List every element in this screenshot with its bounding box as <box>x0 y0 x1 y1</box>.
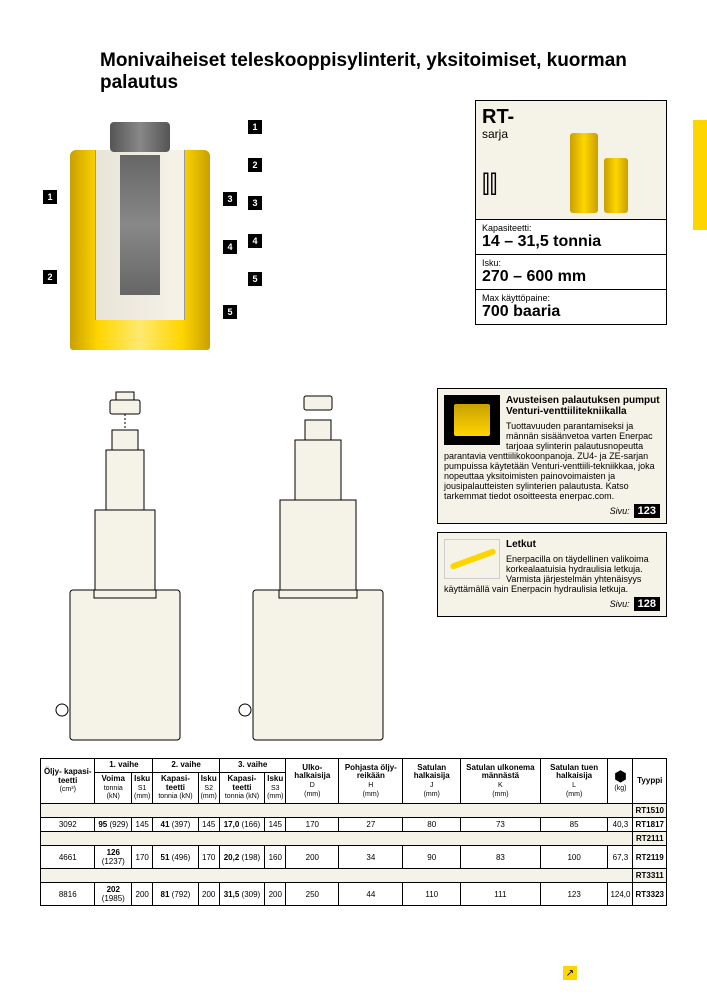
th-l: L <box>572 782 576 789</box>
th-d: D <box>310 782 315 789</box>
th-sd: Satulan halkaisija <box>414 763 450 781</box>
th-oil2: Pohjasta öljy- reikään <box>345 763 397 781</box>
spec-label-1: Isku: <box>482 258 660 268</box>
th-str3: Isku <box>267 774 283 783</box>
th-fu: tonnia (kN) <box>104 785 123 801</box>
legend-2: 2 <box>248 158 262 172</box>
th-cap3: Kapasi- teetti <box>228 774 257 792</box>
spec-val-1: 270 – 600 mm <box>482 268 660 286</box>
series-sub: sarja <box>482 127 537 141</box>
table-row: 309295 (929)14541 (397)14517,0 (166)1451… <box>41 818 667 832</box>
callout-4a: 4 <box>223 240 237 254</box>
th-se: Satulan ulkonema männästä <box>466 763 534 781</box>
th-s1: S1 <box>138 785 147 792</box>
th-s1u: (mm) <box>134 793 150 800</box>
table-row: RT1510 <box>41 804 667 818</box>
spec-panel: RT- sarja ⫿⫿ Kapasiteetti:14 – 31,5 tonn… <box>475 100 667 325</box>
page-title: Monivaiheiset teleskooppisylinterit, yks… <box>40 50 667 94</box>
th-dia: Ulko- halkaisija <box>294 763 330 781</box>
th-str2: Isku <box>201 774 217 783</box>
th-c3u: tonnia (kN) <box>225 793 259 800</box>
th-s3u: (mm) <box>267 793 283 800</box>
th-force: Voima <box>102 774 125 783</box>
product-photo <box>537 107 660 213</box>
th-stage1: 1. vaihe <box>95 759 153 773</box>
info2-page: 128 <box>634 597 660 611</box>
th-d-u: (mm) <box>304 791 320 798</box>
th-oil: Öljy- kapasi- teetti <box>44 767 92 785</box>
side-tab <box>693 120 707 230</box>
legend-4: 4 <box>248 234 262 248</box>
th-k-u: (mm) <box>492 791 508 798</box>
th-l-u: (mm) <box>566 791 582 798</box>
th-j-u: (mm) <box>424 791 440 798</box>
table-row: RT3311 <box>41 869 667 883</box>
callout-2: 2 <box>43 270 57 284</box>
footer-icon: ↗ <box>563 966 577 980</box>
info2-pagelabel: Sivu: <box>610 599 630 609</box>
th-c2u: tonnia (kN) <box>158 793 192 800</box>
th-ss: Satulan tuen halkaisija <box>550 763 598 781</box>
hose-image <box>444 539 500 579</box>
th-s3: S3 <box>271 785 280 792</box>
series-name: RT- <box>482 107 537 127</box>
th-cap2: Kapasi- teetti <box>161 774 190 792</box>
callout-1: 1 <box>43 190 57 204</box>
th-h-u: (mm) <box>363 791 379 798</box>
th-type: Tyyppi <box>633 759 667 804</box>
spec-label-0: Kapasiteetti: <box>482 223 660 233</box>
table-row: RT2111 <box>41 832 667 846</box>
callout-5a: 5 <box>223 305 237 319</box>
cutaway-diagram: 1 2 3 4 5 <box>40 110 240 370</box>
th-stage2: 2. vaihe <box>153 759 220 773</box>
pump-image <box>444 395 500 445</box>
th-str1: Isku <box>134 774 150 783</box>
legend-3: 3 <box>248 196 262 210</box>
callout-legend: 1 2 3 4 5 <box>248 110 318 370</box>
th-kg: (kg) <box>614 785 626 792</box>
info-box-hoses: Letkut Enerpacilla on täydellinen valiko… <box>437 532 667 617</box>
table-row: 4661126 (1237)17051 (496)17020,2 (198)16… <box>41 846 667 869</box>
th-k: K <box>498 782 503 789</box>
info1-page: 123 <box>634 504 660 518</box>
spec-val-0: 14 – 31,5 tonnia <box>482 233 660 251</box>
th-h: H <box>368 782 373 789</box>
th-s2: S2 <box>204 785 213 792</box>
th-j: J <box>430 782 434 789</box>
th-stage3: 3. vaihe <box>219 759 286 773</box>
specifications-table: Öljy- kapasi- teetti(cm³) 1. vaihe 2. va… <box>40 758 667 906</box>
info1-pagelabel: Sivu: <box>610 506 630 516</box>
spec-val-2: 700 baaria <box>482 303 660 321</box>
th-oil-u: (cm³) <box>60 786 76 793</box>
spec-label-2: Max käyttöpaine: <box>482 293 660 303</box>
table-row: 8816202 (1985)20081 (792)20031,5 (309)20… <box>41 883 667 906</box>
weight-icon: ⬢ <box>614 768 626 784</box>
th-s2u: (mm) <box>201 793 217 800</box>
legend-5: 5 <box>248 272 262 286</box>
info-box-pumps: Avusteisen palautuksen pumput Venturi-ve… <box>437 388 667 524</box>
telescope-icon: ⫿⫿ <box>482 171 537 199</box>
callout-3a: 3 <box>223 192 237 206</box>
legend-1: 1 <box>248 120 262 134</box>
